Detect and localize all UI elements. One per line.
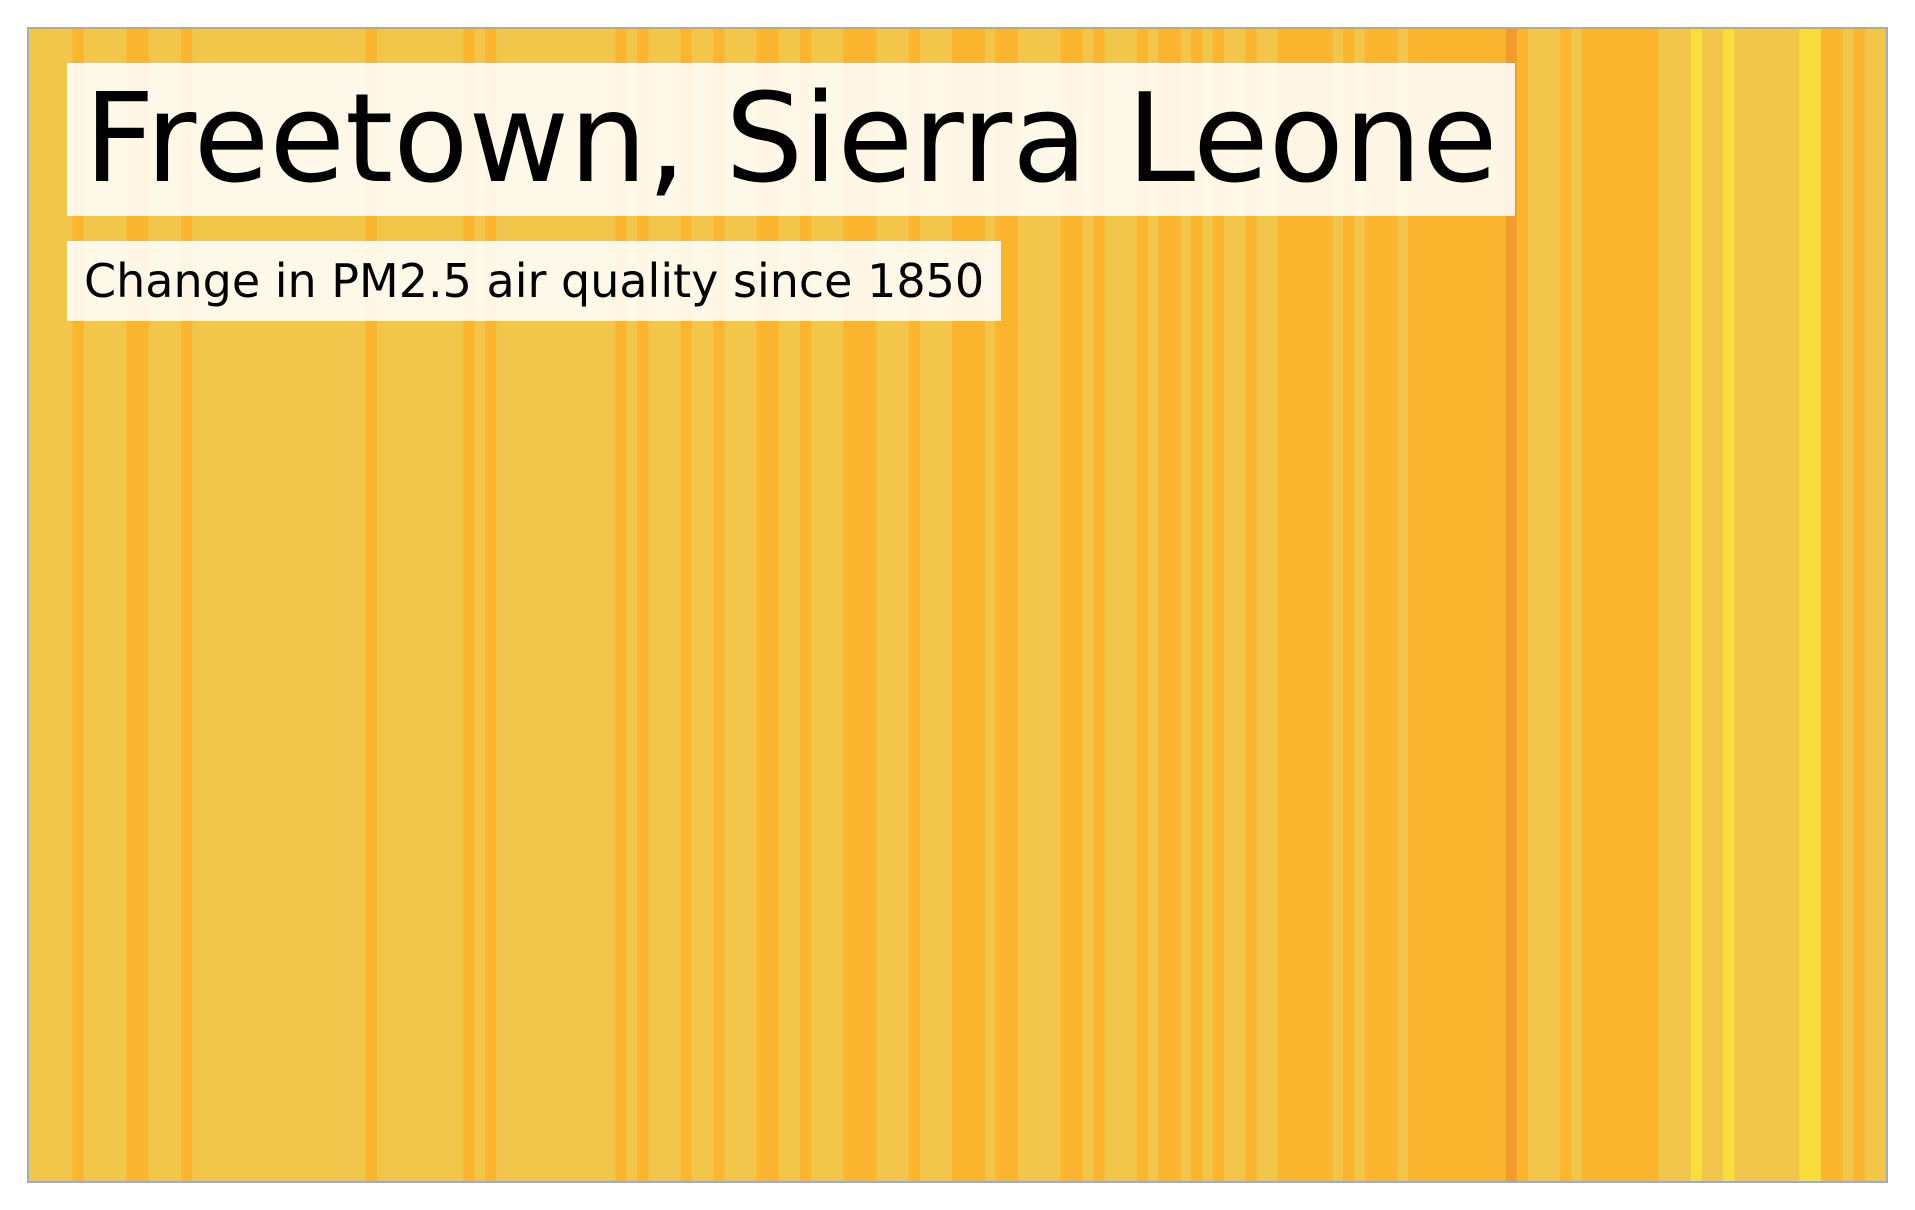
chart-title: Freetown, Sierra Leone	[67, 63, 1515, 216]
stripe-1962-1963	[1245, 29, 1257, 1181]
stripe-1971-1972	[1343, 29, 1355, 1181]
stripe-1854-1855	[72, 29, 84, 1181]
stripe-1991-1992	[1560, 29, 1572, 1181]
stripe-2013-2015	[1799, 29, 1822, 1181]
stripe-1945-1947	[1060, 29, 1083, 1181]
stripe-1957-1958	[1190, 29, 1203, 1181]
stripe-1986-1987	[1505, 29, 1518, 1181]
stripes-chart	[27, 27, 1888, 1183]
stripe-1973-1976	[1364, 29, 1398, 1181]
stripe-1892-1893	[485, 29, 497, 1181]
stripe-1904-1905	[615, 29, 627, 1181]
stripe-2015-2017	[1820, 29, 1843, 1181]
stripe-1906-1907	[637, 29, 649, 1181]
stripe-1910-1911	[680, 29, 692, 1181]
stripe-2003-2004	[1690, 29, 1702, 1181]
stripe-2018-2019	[1853, 29, 1865, 1181]
stripe-1965-1970	[1277, 29, 1333, 1181]
chart-subtitle: Change in PM2.5 air quality since 1850	[67, 241, 1002, 321]
stripe-1954-1956	[1158, 29, 1181, 1181]
stripe-1959-1960	[1212, 29, 1224, 1181]
stripe-1948-1949	[1093, 29, 1105, 1181]
stripe-2006-2007	[1723, 29, 1735, 1181]
stripe-1935-1938	[952, 29, 986, 1181]
stripe-1921-1922	[800, 29, 812, 1181]
stripe-1913-1914	[713, 29, 725, 1181]
stripe-1987-1988	[1516, 29, 1529, 1181]
stripes-plot	[29, 29, 1886, 1181]
stripe-1952-1953	[1136, 29, 1148, 1181]
stripe-1931-1932	[908, 29, 920, 1181]
stripe-1881-1882	[365, 29, 377, 1181]
stripe-1977-1986	[1408, 29, 1507, 1181]
stripe-1890-1891	[463, 29, 475, 1181]
stripe-1993-2000	[1581, 29, 1659, 1181]
stripe-1925-1928	[843, 29, 877, 1181]
stripe-1864-1865	[181, 29, 193, 1181]
